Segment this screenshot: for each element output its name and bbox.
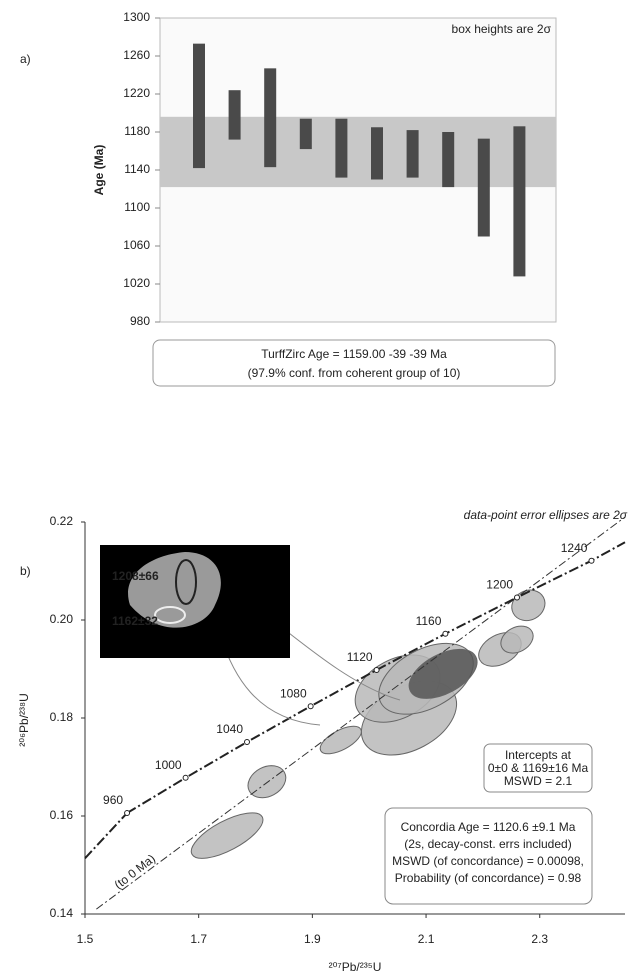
error-ellipse	[242, 759, 291, 804]
age-label: 1160	[416, 614, 442, 628]
y-axis-label: ²⁰⁶Pb/²³⁸U	[17, 693, 31, 746]
y-tick-label: 1260	[123, 48, 150, 62]
concordia-age-text: Concordia Age = 1120.6 ±9.1 Ma	[401, 820, 576, 834]
y-axis-label: Age (Ma)	[92, 145, 106, 196]
y-tick-label: 0.18	[50, 710, 74, 724]
y-tick-label: 1060	[123, 238, 150, 252]
intercepts-text: Intercepts at	[505, 748, 572, 762]
inset-label: 1162±32	[112, 614, 158, 628]
bar	[193, 44, 205, 168]
age-marker	[308, 704, 313, 709]
concordia-extension	[85, 813, 127, 858]
panel-label: a)	[20, 52, 31, 66]
age-label: 1000	[155, 758, 182, 772]
y-tick-label: 980	[130, 314, 150, 328]
y-tick-label: 0.16	[50, 808, 74, 822]
age-marker	[245, 740, 250, 745]
bar	[478, 139, 490, 237]
y-tick-label: 1220	[123, 86, 150, 100]
discordia-label: (to 0 Ma)	[112, 851, 158, 892]
y-tick-label: 1300	[123, 10, 150, 24]
intercepts-text: MSWD = 2.1	[504, 774, 573, 788]
age-marker	[515, 595, 520, 600]
bar	[300, 119, 312, 149]
bar	[229, 90, 241, 139]
intercepts-text: 0±0 & 1169±16 Ma	[488, 761, 589, 775]
age-label: 1200	[486, 578, 513, 592]
concordia-age-text: MSWD (of concordance) = 0.00098,	[392, 854, 584, 868]
y-tick-label: 0.22	[50, 514, 74, 528]
age-label: 1040	[216, 722, 243, 736]
age-marker	[183, 775, 188, 780]
bar	[442, 132, 454, 187]
y-tick-label: 1140	[124, 162, 150, 176]
age-marker	[443, 631, 448, 636]
y-tick-label: 0.14	[50, 906, 74, 920]
y-tick-label: 0.20	[50, 612, 74, 626]
x-tick-label: 1.7	[190, 932, 207, 946]
result-text: (97.9% conf. from coherent group of 10)	[248, 366, 461, 380]
age-marker	[589, 558, 594, 563]
bar	[407, 130, 419, 178]
inset-label: 1208±66	[112, 569, 159, 583]
bar	[513, 126, 525, 276]
y-tick-label: 1100	[124, 200, 150, 214]
concordia-age-text: (2s, decay-const. errs included)	[404, 837, 571, 851]
annotation: box heights are 2σ	[452, 22, 552, 36]
result-text: TurffZirc Age = 1159.00 -39 -39 Ma	[261, 347, 447, 361]
x-axis-label: ²⁰⁷Pb/²³⁵U	[329, 960, 382, 974]
x-tick-label: 1.9	[304, 932, 321, 946]
x-tick-label: 2.1	[418, 932, 435, 946]
concordia-age-text: Probability (of concordance) = 0.98	[395, 871, 582, 885]
x-tick-label: 1.5	[77, 932, 94, 946]
age-label: 960	[103, 793, 123, 807]
panel-label: b)	[20, 564, 31, 578]
bar	[264, 68, 276, 167]
x-tick-label: 2.3	[531, 932, 548, 946]
y-tick-label: 1180	[124, 124, 150, 138]
error-ellipse	[185, 804, 269, 867]
mean-band	[160, 117, 556, 187]
age-marker	[374, 667, 379, 672]
age-label: 1120	[347, 650, 373, 664]
figure: 980 1020 1060 1100 1140 1180 1220 1260 1300 a) Age…	[0, 0, 630, 980]
bar	[371, 127, 383, 179]
bar	[335, 119, 347, 178]
age-marker	[125, 811, 130, 816]
annotation: data-point error ellipses are 2σ	[464, 508, 628, 522]
y-tick-label: 1020	[123, 276, 150, 290]
age-label: 1080	[280, 686, 307, 700]
age-label: 1240	[561, 541, 588, 555]
